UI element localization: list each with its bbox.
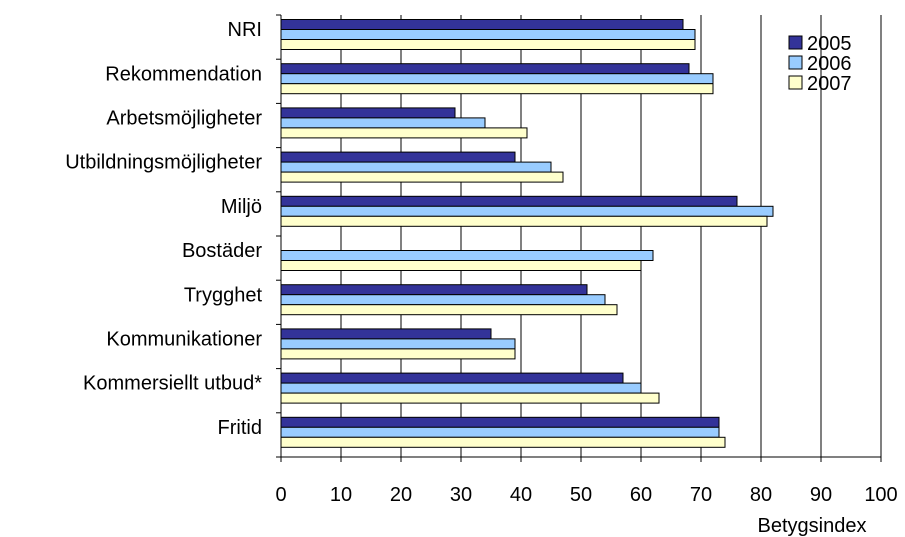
category-label: Arbetsmöjligheter <box>106 108 262 130</box>
x-tick-label: 30 <box>450 484 472 506</box>
bar-2007-5 <box>280 260 642 271</box>
x-tick-label: 90 <box>810 484 832 506</box>
x-tick-label: 40 <box>510 484 532 506</box>
category-label: Bostäder <box>182 240 262 262</box>
bar-2006-1 <box>280 73 714 85</box>
category-label: Kommersiellt utbud* <box>83 373 262 395</box>
bar-2005-2 <box>280 107 456 119</box>
bar-2007-4 <box>280 215 768 227</box>
bar-2006-8 <box>280 382 642 394</box>
bar-2005-4 <box>280 195 738 207</box>
category-label: Rekommendation <box>105 63 262 85</box>
x-tick-label: 70 <box>690 484 712 506</box>
bar-2005-9 <box>280 416 720 428</box>
bar-2006-4 <box>280 205 774 217</box>
x-tick-label: 50 <box>570 484 592 506</box>
legend-label-2005: 2005 <box>807 33 852 55</box>
category-label: Utbildningsmöjligheter <box>65 152 262 174</box>
category-label: NRI <box>228 19 262 41</box>
bar-2007-7 <box>280 348 516 360</box>
bar-2006-5 <box>280 250 654 261</box>
bar-2006-2 <box>280 117 486 129</box>
x-tick-label: 60 <box>630 484 652 506</box>
category-label: Fritid <box>218 417 262 439</box>
category-label: Trygghet <box>184 284 263 306</box>
legend-swatch-2005 <box>788 35 803 50</box>
bar-2005-1 <box>280 63 690 75</box>
x-axis-title: Betygsindex <box>758 515 867 537</box>
bar-2007-2 <box>280 127 528 139</box>
bar-2006-7 <box>280 338 516 350</box>
bar-2007-6 <box>280 304 618 316</box>
bar-2005-0 <box>280 19 684 30</box>
legend-swatch-2006 <box>788 55 803 70</box>
legend-label-2007: 2007 <box>807 73 852 95</box>
bar-2005-6 <box>280 284 588 296</box>
bar-2006-0 <box>280 29 696 40</box>
bar-2006-3 <box>280 161 552 173</box>
bar-2007-8 <box>280 392 660 404</box>
legend-label-2006: 2006 <box>807 53 852 75</box>
bar-2005-7 <box>280 328 492 340</box>
x-tick-labels: 0 10 20 30 40 50 60 70 80 90 100 <box>275 484 897 506</box>
x-tick-label: 0 <box>275 484 286 506</box>
x-tick-label: 100 <box>864 484 897 506</box>
x-tick-label: 80 <box>750 484 772 506</box>
x-tick-label: 20 <box>390 484 412 506</box>
bars <box>276 14 882 462</box>
legend-swatch-2007 <box>788 75 803 90</box>
category-labels: NRI Rekommendation Arbetsmöjligheter Utbild… <box>65 19 262 439</box>
bar-2005-3 <box>280 151 516 163</box>
bar-2005-8 <box>280 372 624 384</box>
bar-2007-9 <box>280 436 726 448</box>
x-tick-label: 10 <box>330 484 352 506</box>
bar-2006-9 <box>280 426 720 438</box>
category-label: Kommunikationer <box>106 329 262 351</box>
category-label: Miljö <box>221 196 262 218</box>
bar-2007-1 <box>280 83 714 95</box>
bar-2007-3 <box>280 171 564 183</box>
bar-2007-0 <box>280 39 696 50</box>
bar-2006-6 <box>280 294 606 306</box>
